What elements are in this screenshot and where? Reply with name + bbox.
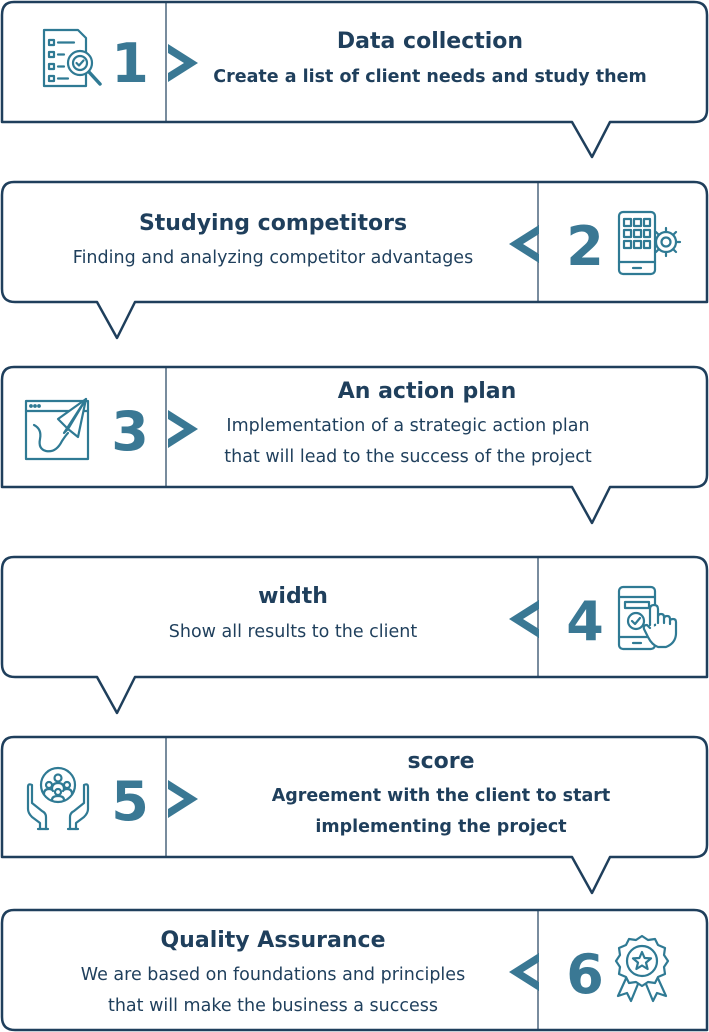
step-title: An action plan <box>337 379 517 404</box>
chevron-left-icon <box>509 225 539 263</box>
speech-bubble <box>0 555 709 715</box>
step-title: Data collection <box>336 29 524 54</box>
step-1: 1 Data collection Create a list of clien… <box>0 0 709 160</box>
step-description: Create a list of client needs and study … <box>213 67 647 87</box>
step-2: 2 Studying competitors Finding and analy… <box>0 180 709 342</box>
chevron-right-icon <box>168 44 198 82</box>
hands-people-icon <box>24 765 92 831</box>
checklist-magnifier-icon <box>38 28 106 96</box>
phone-touch-icon <box>616 585 686 653</box>
step-title: Studying competitors <box>138 211 408 236</box>
step-number: 2 <box>566 215 604 278</box>
speech-bubble <box>0 180 709 340</box>
step-number: 6 <box>566 943 604 1006</box>
step-6: 6 Quality Assurance We are based on foun… <box>0 908 709 1032</box>
paper-plane-window-icon <box>24 395 92 461</box>
step-description: We are based on foundations and principl… <box>80 965 466 1016</box>
chevron-right-icon <box>168 780 198 818</box>
step-title: score <box>407 749 475 774</box>
step-number: 1 <box>111 32 149 95</box>
speech-bubble <box>0 735 709 895</box>
step-number: 4 <box>566 590 604 653</box>
step-number: 5 <box>111 770 149 833</box>
step-4: 4 width Show all results to the client <box>0 555 709 717</box>
award-badge-icon <box>610 934 674 1004</box>
step-5: 5 score Agreement with the client to sta… <box>0 735 709 897</box>
chevron-left-icon <box>509 953 539 991</box>
speech-bubble <box>0 0 709 159</box>
step-title: width <box>258 584 328 609</box>
step-description: Implementation of a strategic action pla… <box>224 416 592 467</box>
speech-bubble <box>0 908 709 1032</box>
step-description: Agreement with the client to start imple… <box>271 786 611 837</box>
step-description: Show all results to the client <box>168 622 418 642</box>
chevron-right-icon <box>168 410 198 448</box>
speech-bubble <box>0 365 709 525</box>
step-title: Quality Assurance <box>160 928 386 953</box>
step-number: 3 <box>111 400 149 463</box>
chevron-left-icon <box>509 600 539 638</box>
step-3: 3 An action plan Implementation of a str… <box>0 365 709 527</box>
step-description: Finding and analyzing competitor advanta… <box>72 248 474 268</box>
phone-gear-icon <box>614 210 686 278</box>
